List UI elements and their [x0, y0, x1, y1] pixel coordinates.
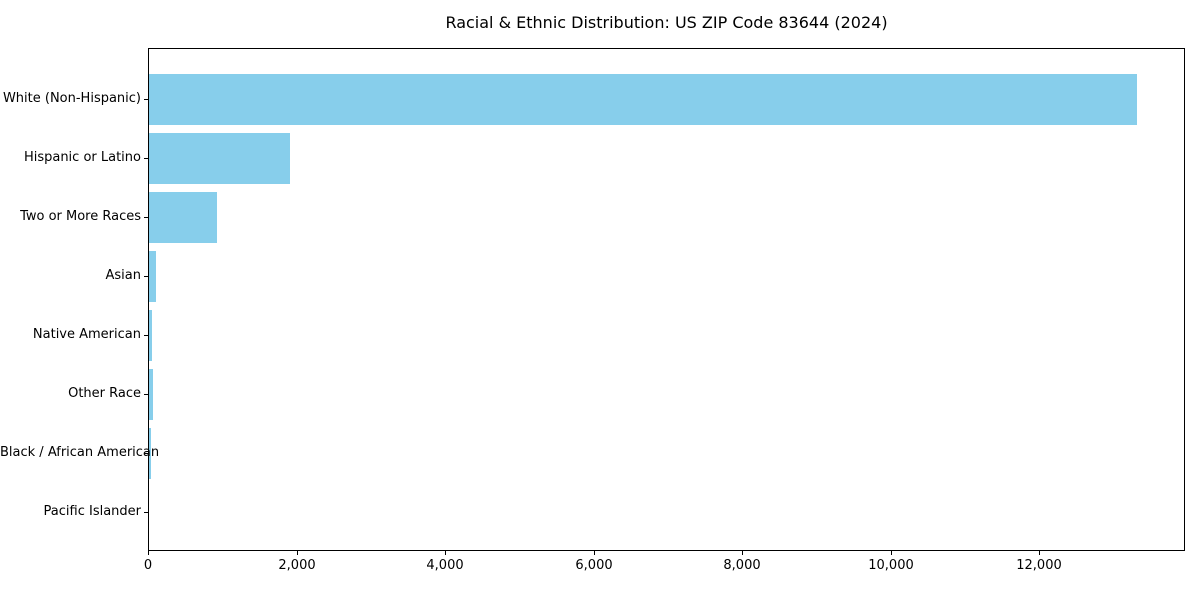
- bar-hispanic-or-latino: [149, 133, 290, 184]
- x-tick-label: 8,000: [723, 558, 761, 573]
- y-tick-label: Other Race: [68, 385, 141, 401]
- bar-white-non-hispanic: [149, 74, 1137, 125]
- bar-other-race: [149, 369, 153, 420]
- x-tick-mark: [594, 551, 595, 555]
- y-tick-mark: [144, 334, 148, 336]
- x-tick-label: 2,000: [278, 558, 316, 573]
- y-tick-mark: [144, 511, 148, 513]
- y-tick-mark: [144, 98, 148, 100]
- x-tick-label: 0: [143, 558, 153, 573]
- bar-black-african-american: [149, 428, 151, 479]
- chart-title: Racial & Ethnic Distribution: US ZIP Cod…: [445, 13, 888, 32]
- y-tick-mark: [144, 452, 148, 454]
- y-tick-label: Two or More Races: [20, 208, 141, 224]
- y-tick-label: Black / African American: [0, 444, 160, 460]
- x-tick-mark: [297, 551, 298, 555]
- y-tick-mark: [144, 275, 148, 277]
- x-tick-mark: [445, 551, 446, 555]
- x-tick-label: 12,000: [1016, 558, 1062, 573]
- x-tick-mark: [742, 551, 743, 555]
- x-tick-label: 10,000: [868, 558, 914, 573]
- bar-two-or-more-races: [149, 192, 217, 243]
- y-tick-mark: [144, 157, 148, 159]
- x-tick-label: 4,000: [426, 558, 464, 573]
- x-tick-mark: [148, 551, 149, 555]
- y-tick-mark: [144, 216, 148, 218]
- y-tick-label: White (Non-Hispanic): [2, 90, 141, 106]
- y-tick-label: Hispanic or Latino: [23, 149, 141, 165]
- plot-area: [148, 48, 1185, 551]
- x-tick-mark: [891, 551, 892, 555]
- x-tick-mark: [1039, 551, 1040, 555]
- bar-native-american: [149, 310, 152, 361]
- y-tick-label: Asian: [105, 267, 141, 283]
- bar-asian: [149, 251, 156, 302]
- y-tick-label: Native American: [32, 326, 141, 342]
- y-tick-label: Pacific Islander: [43, 503, 141, 519]
- x-tick-label: 6,000: [575, 558, 613, 573]
- y-tick-mark: [144, 393, 148, 395]
